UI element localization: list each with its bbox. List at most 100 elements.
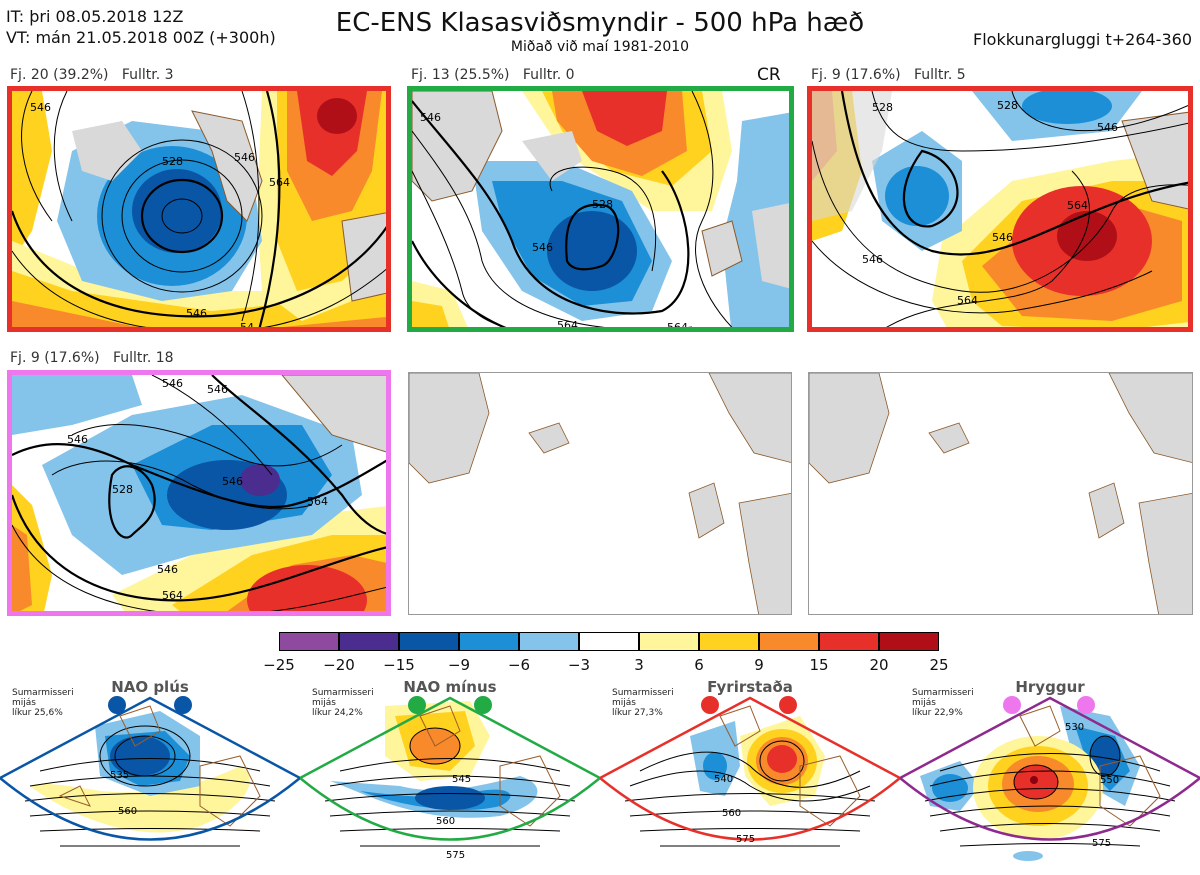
regime-info: Sumarmisseri mijás líkur 22,9% bbox=[912, 688, 974, 718]
contour-label: 546 bbox=[222, 475, 243, 488]
regime-title: NAO mínus bbox=[403, 678, 497, 696]
regime-info: Sumarmisseri mijás líkur 25,6% bbox=[12, 688, 74, 718]
contour-label: 546 bbox=[862, 253, 883, 266]
contour-label: 528 bbox=[592, 198, 613, 211]
regime-blocking[interactable]: 540 560 575 Fyrirstaða Sumarmisseri mijá… bbox=[597, 676, 903, 871]
regime-nao-plus-map: 535 560 bbox=[0, 696, 303, 847]
colorbar-segment bbox=[879, 632, 939, 651]
cluster-map-panel-2[interactable]: 546 528 546 564 564 bbox=[407, 86, 794, 332]
colorbar-segment bbox=[279, 632, 339, 651]
regime-ridge[interactable]: 530 550 575 Hryggur Sumarmisseri mijás l… bbox=[897, 676, 1200, 871]
contour-label: 528 bbox=[162, 155, 183, 168]
regime-period: mijás bbox=[312, 698, 336, 708]
regime-period: mijás bbox=[912, 698, 936, 708]
regime-period: mijás bbox=[612, 698, 636, 708]
regime-title: Hryggur bbox=[1015, 678, 1085, 696]
colorbar-segment bbox=[699, 632, 759, 651]
contour-label: 560 bbox=[118, 806, 137, 817]
regime-season: Sumarmisseri bbox=[12, 688, 74, 698]
regime-nao-minus-map: 545 560 575 bbox=[297, 696, 603, 861]
colorbar-tick: 20 bbox=[869, 656, 889, 674]
contour-label: 546 bbox=[992, 231, 1013, 244]
regime-marker-dot bbox=[1077, 696, 1095, 714]
regime-ridge-map: 530 550 575 bbox=[897, 696, 1200, 861]
contour-label: 545 bbox=[452, 774, 471, 785]
contour-label: 560 bbox=[436, 816, 455, 827]
valid-time: VT: mán 21.05.2018 00Z (+300h) bbox=[6, 28, 276, 47]
contour-label: 546 bbox=[30, 101, 51, 114]
regime-marker-dot bbox=[701, 696, 719, 714]
colorbar-tick: −6 bbox=[507, 656, 531, 674]
colorbar-tick: 15 bbox=[809, 656, 829, 674]
regime-probability: líkur 25,6% bbox=[12, 708, 63, 718]
cluster-map-panel-1[interactable]: 546 528 546 564 546 54 bbox=[7, 86, 391, 332]
contour-label: 528 bbox=[997, 99, 1018, 112]
regime-marker-dot bbox=[779, 696, 797, 714]
regime-marker-dot bbox=[108, 696, 126, 714]
regime-title: Fyrirstaða bbox=[707, 678, 793, 696]
colorbar-segment bbox=[459, 632, 519, 651]
contour-label: 546 bbox=[234, 151, 255, 164]
contour-label: 546 bbox=[532, 241, 553, 254]
regime-probability: líkur 24,2% bbox=[312, 708, 363, 718]
contour-label: 546 bbox=[67, 433, 88, 446]
colorbar-tick: 25 bbox=[929, 656, 949, 674]
panel-1-label: Fj. 20 (39.2%) Fulltr. 3 bbox=[10, 67, 174, 83]
regime-blocking-map: 540 560 575 bbox=[597, 696, 903, 847]
panel-2-label: Fj. 13 (25.5%) Fulltr. 0 bbox=[411, 67, 575, 83]
regime-marker-dot bbox=[474, 696, 492, 714]
cluster-map-panel-6-empty bbox=[808, 372, 1193, 615]
contour-label: 564 bbox=[557, 319, 578, 332]
panel-3-label: Fj. 9 (17.6%) Fulltr. 5 bbox=[811, 67, 966, 83]
contour-label: 575 bbox=[446, 850, 465, 861]
page-title: EC-ENS Klasasviðsmyndir - 500 hPa hæð bbox=[335, 8, 865, 38]
cluster-map-panel-4[interactable]: 546 546 528 546 546 564 546 564 bbox=[7, 370, 391, 616]
contour-label: 564 bbox=[269, 176, 290, 189]
regime-nao-minus[interactable]: 545 560 575 NAO mínus Sumarmisseri mijás… bbox=[297, 676, 603, 871]
cluster-map-4-svg: 546 546 528 546 546 564 546 564 bbox=[12, 375, 386, 611]
contour-label: 575 bbox=[736, 834, 755, 845]
regime-season: Sumarmisseri bbox=[312, 688, 374, 698]
contour-label: 530 bbox=[1065, 722, 1084, 733]
colorbar-tick: −25 bbox=[263, 656, 295, 674]
regime-marker-dot bbox=[1003, 696, 1021, 714]
regime-info: Sumarmisseri mijás líkur 27,3% bbox=[612, 688, 674, 718]
cluster-map-3-svg: 528 546 528 564 546 546 564 bbox=[812, 91, 1188, 327]
regime-nao-plus[interactable]: 535 560 NAO plús Sumarmisseri mijás líku… bbox=[0, 676, 303, 871]
colorbar-tick: 3 bbox=[634, 656, 644, 674]
cluster-map-panel-3[interactable]: 528 546 528 564 546 546 564 bbox=[807, 86, 1193, 332]
empty-map-5-svg bbox=[409, 373, 791, 614]
colorbar-segment bbox=[399, 632, 459, 651]
contour-label: 564 bbox=[162, 589, 183, 602]
colorbar-tick: 9 bbox=[754, 656, 764, 674]
colorbar-tick: −9 bbox=[447, 656, 471, 674]
contour-label: 546 bbox=[157, 563, 178, 576]
colorbar-segment bbox=[519, 632, 579, 651]
cluster-map-panel-5-empty bbox=[408, 372, 792, 615]
regime-marker-dot bbox=[174, 696, 192, 714]
contour-label: 528 bbox=[872, 101, 893, 114]
contour-label: 54 bbox=[240, 321, 254, 332]
contour-label: 550 bbox=[1100, 775, 1119, 786]
colorbar-segment bbox=[639, 632, 699, 651]
colorbar-segment bbox=[579, 632, 639, 651]
regime-info: Sumarmisseri mijás líkur 24,2% bbox=[312, 688, 374, 718]
regime-probability: líkur 27,3% bbox=[612, 708, 663, 718]
page-subtitle: Miðað við maí 1981-2010 bbox=[510, 39, 690, 55]
cluster-map-2-svg: 546 528 546 564 564 bbox=[412, 91, 789, 332]
regime-season: Sumarmisseri bbox=[912, 688, 974, 698]
contour-label: 546 bbox=[1097, 121, 1118, 134]
colorbar-segment bbox=[339, 632, 399, 651]
contour-label: 528 bbox=[112, 483, 133, 496]
colorbar-segment bbox=[759, 632, 819, 651]
colorbar-tick: −15 bbox=[383, 656, 415, 674]
contour-label: 546 bbox=[162, 377, 183, 390]
contour-label: 564 bbox=[1067, 199, 1088, 212]
regime-season: Sumarmisseri bbox=[612, 688, 674, 698]
contour-label: 560 bbox=[722, 808, 741, 819]
regime-period: mijás bbox=[12, 698, 36, 708]
colorbar-tick: −3 bbox=[567, 656, 591, 674]
regime-title: NAO plús bbox=[111, 678, 189, 696]
contour-label: 546 bbox=[207, 383, 228, 396]
header-info: IT: þri 08.05.2018 12Z VT: mán 21.05.201… bbox=[6, 6, 276, 48]
